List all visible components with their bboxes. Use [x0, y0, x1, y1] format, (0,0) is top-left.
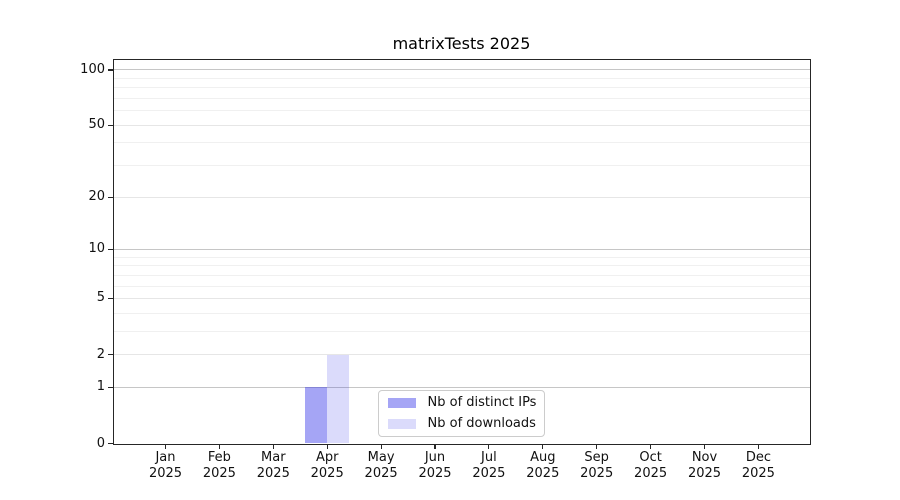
x-tick-year: 2025 — [364, 466, 398, 481]
x-tick-label: Aug 2025 — [511, 450, 575, 482]
x-tick-year: 2025 — [472, 466, 506, 481]
x-tick-label: Nov 2025 — [673, 450, 737, 482]
legend: Nb of distinct IPs Nb of downloads — [377, 389, 545, 437]
x-tick-month: Jun — [424, 450, 446, 465]
x-tick-year: 2025 — [580, 466, 614, 481]
y-tick-label: 2 — [96, 346, 105, 362]
y-tick-label: 0 — [96, 435, 105, 451]
x-tick-label: Oct 2025 — [619, 450, 683, 482]
x-tick-month: Sep — [584, 450, 609, 465]
x-tick-label: Jul 2025 — [457, 450, 521, 482]
x-tick-mark — [164, 444, 167, 449]
y-tick-label: 20 — [88, 189, 105, 205]
legend-item: Nb of downloads — [387, 415, 536, 432]
y-tick-label: 5 — [96, 290, 105, 306]
chart-title: matrixTests 2025 — [392, 34, 531, 53]
x-tick-mark — [488, 444, 490, 449]
x-tick-month: Nov — [691, 450, 718, 465]
x-tick-label: Dec 2025 — [726, 450, 790, 482]
x-tick-label: Feb 2025 — [187, 450, 251, 482]
legend-label: Nb of distinct IPs — [427, 395, 537, 410]
x-tick-year: 2025 — [526, 466, 560, 481]
x-tick-month: Jan — [155, 450, 176, 465]
x-tick-year: 2025 — [202, 466, 236, 481]
x-tick-mark — [380, 444, 382, 449]
x-tick-month: Jul — [481, 450, 497, 465]
x-tick-month: Aug — [530, 450, 556, 465]
legend-label: Nb of downloads — [427, 416, 536, 431]
x-tick-mark — [542, 444, 544, 449]
x-tick-label: May 2025 — [349, 450, 413, 482]
y-tick-label: 100 — [80, 61, 105, 77]
x-tick-label: Jan 2025 — [134, 450, 198, 482]
plot-area — [112, 58, 811, 445]
legend-item: Nb of distinct IPs — [387, 394, 537, 411]
x-tick-mark — [326, 444, 328, 449]
x-tick-label: Jun 2025 — [403, 450, 467, 482]
x-tick-year: 2025 — [634, 466, 668, 481]
x-tick-month: Feb — [207, 450, 231, 465]
x-tick-year: 2025 — [418, 466, 452, 481]
y-tick-label: 50 — [88, 117, 105, 133]
x-tick-month: Dec — [745, 450, 771, 465]
x-tick-mark — [272, 444, 274, 449]
x-tick-year: 2025 — [687, 466, 722, 481]
y-tick-label: 10 — [88, 241, 105, 257]
x-tick-label: Sep 2025 — [565, 450, 629, 482]
x-tick-year: 2025 — [256, 466, 290, 481]
x-tick-mark — [757, 444, 759, 449]
legend-swatch — [387, 418, 416, 429]
x-tick-mark — [703, 444, 706, 449]
y-tick-label: 1 — [96, 379, 105, 395]
x-tick-mark — [434, 444, 436, 449]
x-tick-month: Oct — [639, 450, 662, 465]
x-tick-month: Mar — [261, 450, 286, 465]
x-tick-label: Mar 2025 — [241, 450, 305, 482]
x-tick-mark — [218, 444, 220, 449]
x-tick-year: 2025 — [741, 466, 775, 481]
x-tick-month: May — [367, 450, 395, 465]
x-tick-label: Apr 2025 — [295, 450, 359, 482]
x-tick-mark — [650, 444, 652, 449]
x-tick-year: 2025 — [310, 466, 344, 481]
x-tick-mark — [596, 444, 598, 449]
x-tick-year: 2025 — [148, 466, 183, 481]
legend-swatch — [387, 397, 416, 408]
x-tick-month: Apr — [315, 450, 339, 465]
